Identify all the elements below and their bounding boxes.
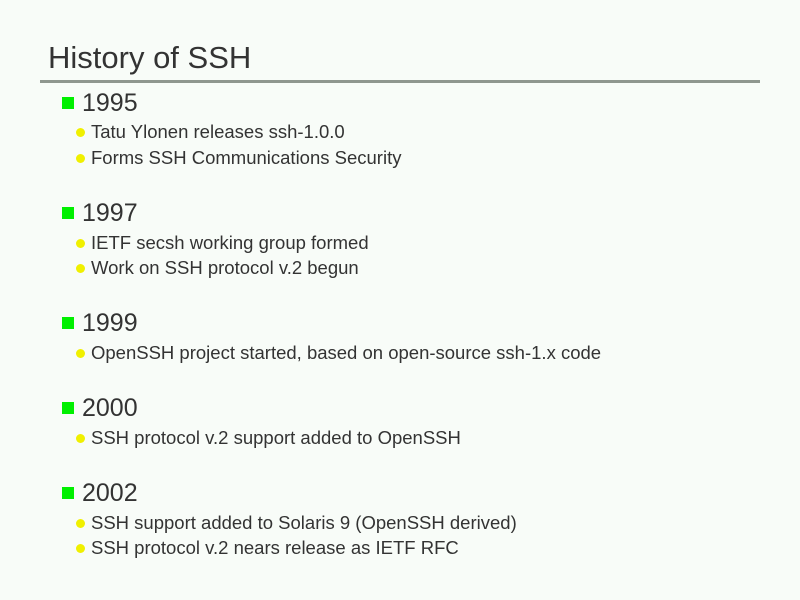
section-heading: 2002: [62, 478, 138, 507]
list-item-text: SSH protocol v.2 nears release as IETF R…: [91, 537, 459, 558]
square-bullet-icon: [62, 97, 74, 109]
circle-bullet-icon: [76, 518, 85, 528]
list-item: Forms SSH Communications Security: [76, 147, 401, 169]
slide-title: History of SSH: [48, 40, 252, 75]
list-item-text: IETF secsh working group formed: [91, 232, 369, 253]
list-item: SSH support added to Solaris 9 (OpenSSH …: [76, 512, 517, 534]
list-item-text: SSH support added to Solaris 9 (OpenSSH …: [91, 512, 517, 533]
section-year: 1999: [82, 308, 138, 337]
list-item: SSH protocol v.2 nears release as IETF R…: [76, 537, 459, 559]
section-year: 1997: [82, 198, 138, 227]
list-item: SSH protocol v.2 support added to OpenSS…: [76, 427, 461, 449]
circle-bullet-icon: [76, 127, 85, 137]
list-item-text: SSH protocol v.2 support added to OpenSS…: [91, 427, 461, 448]
section-year: 2000: [82, 393, 138, 422]
list-item: OpenSSH project started, based on open-s…: [76, 342, 601, 364]
section-heading: 2000: [62, 393, 138, 422]
section-heading: 1997: [62, 198, 138, 227]
title-divider: [40, 80, 760, 83]
list-item: IETF secsh working group formed: [76, 232, 369, 254]
circle-bullet-icon: [76, 263, 85, 273]
section-heading: 1995: [62, 88, 138, 117]
square-bullet-icon: [62, 487, 74, 499]
circle-bullet-icon: [76, 543, 85, 553]
square-bullet-icon: [62, 317, 74, 329]
circle-bullet-icon: [76, 238, 85, 248]
list-item-text: Forms SSH Communications Security: [91, 147, 402, 168]
circle-bullet-icon: [76, 433, 85, 443]
list-item: Tatu Ylonen releases ssh-1.0.0: [76, 121, 345, 143]
list-item-text: Work on SSH protocol v.2 begun: [91, 257, 359, 278]
list-item-text: Tatu Ylonen releases ssh-1.0.0: [91, 121, 345, 142]
circle-bullet-icon: [76, 153, 85, 163]
square-bullet-icon: [62, 207, 74, 219]
section-year: 2002: [82, 478, 138, 507]
list-item-text: OpenSSH project started, based on open-s…: [91, 342, 602, 363]
square-bullet-icon: [62, 402, 74, 414]
section-year: 1995: [82, 88, 138, 117]
section-heading: 1999: [62, 308, 138, 337]
circle-bullet-icon: [76, 348, 85, 358]
list-item: Work on SSH protocol v.2 begun: [76, 257, 359, 279]
